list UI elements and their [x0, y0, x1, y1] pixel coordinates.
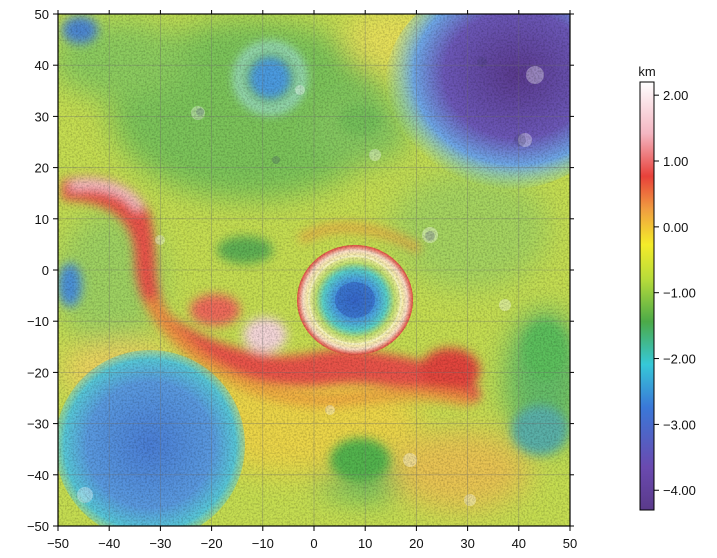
x-tick-label: 0 — [310, 536, 317, 551]
y-tick-label: 0 — [42, 263, 49, 278]
x-tick-label: −20 — [201, 536, 223, 551]
x-tick-label: −30 — [149, 536, 171, 551]
y-tick-label: −30 — [27, 417, 49, 432]
y-tick-label: −20 — [27, 365, 49, 380]
y-tick-label: 10 — [35, 212, 49, 227]
y-tick-label: 50 — [35, 7, 49, 22]
colorbar-tick-label: 0.00 — [663, 220, 688, 235]
colorbar-tick-label: −1.00 — [663, 286, 696, 301]
x-tick-label: 50 — [563, 536, 577, 551]
colorbar-tick-label: −4.00 — [663, 483, 696, 498]
x-tick-label: 10 — [358, 536, 372, 551]
y-tick-label: 40 — [35, 58, 49, 73]
colorbar-gradient — [639, 81, 655, 511]
colorbar-tick-label: 2.00 — [663, 88, 688, 103]
x-tick-label: 30 — [460, 536, 474, 551]
y-tick-label: 20 — [35, 161, 49, 176]
x-tick-label: −40 — [98, 536, 120, 551]
x-tick-label: −10 — [252, 536, 274, 551]
colorbar-tick-label: −3.00 — [663, 417, 696, 432]
colorbar-ticks: 2.00 1.00 0.00 −1.00 −2.00 −3.00 −4.00 — [654, 88, 696, 498]
y-tick-label: −10 — [27, 314, 49, 329]
colorbar: km 2.00 1.00 0.00 −1.00 −2.00 −3.00 −4.00 — [638, 64, 696, 511]
colorbar-tick-label: 1.00 — [663, 154, 688, 169]
x-tick-label: 40 — [512, 536, 526, 551]
x-tick-label: 20 — [409, 536, 423, 551]
x-tick-label: −50 — [47, 536, 69, 551]
y-axis: 50 40 30 20 10 0 −10 −20 −30 −40 −50 — [27, 7, 574, 534]
y-tick-label: −50 — [27, 519, 49, 534]
x-axis: −50 −40 −30 −20 −10 0 10 20 30 40 50 — [47, 10, 577, 551]
coordinate-grid — [58, 14, 570, 526]
colorbar-tick-label: −2.00 — [663, 352, 696, 367]
y-tick-label: −40 — [27, 468, 49, 483]
colorbar-unit-label: km — [638, 64, 655, 79]
y-tick-label: 30 — [35, 109, 49, 124]
